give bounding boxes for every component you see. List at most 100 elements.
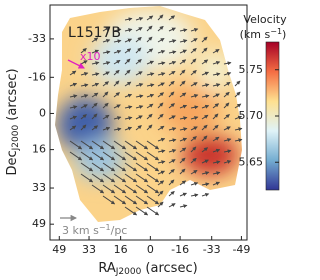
arrow xyxy=(212,160,221,165)
arrow xyxy=(179,49,188,54)
arrow xyxy=(80,162,94,172)
arrow xyxy=(212,103,220,109)
scale-arrow-label: x10 xyxy=(80,50,101,63)
arrow xyxy=(168,149,177,153)
arrow xyxy=(179,28,188,33)
arrow xyxy=(102,151,116,161)
arrow xyxy=(113,195,127,205)
ref-unit-rest: /pc xyxy=(111,224,128,237)
arrow xyxy=(157,82,165,87)
arrow xyxy=(223,102,230,109)
arrow xyxy=(91,151,105,161)
arrow xyxy=(190,69,197,76)
arrow xyxy=(168,127,177,131)
arrow xyxy=(102,71,110,76)
arrow xyxy=(91,162,105,172)
arrow xyxy=(91,72,100,77)
arrow xyxy=(157,190,164,197)
arrow xyxy=(201,83,210,88)
arrow xyxy=(80,140,94,150)
arrow xyxy=(179,204,188,209)
arrow xyxy=(124,93,133,98)
arrow xyxy=(223,91,230,98)
y-tick-label: -33 xyxy=(28,32,46,45)
arrow xyxy=(212,181,221,186)
arrow xyxy=(113,151,127,161)
arrow xyxy=(190,193,199,198)
arrow xyxy=(102,195,116,205)
arrow xyxy=(201,71,210,76)
arrow xyxy=(190,82,198,87)
ref-unit: km s xyxy=(69,224,99,237)
arrow xyxy=(157,49,166,54)
arrow xyxy=(102,140,116,150)
arrow xyxy=(91,184,105,194)
arrow xyxy=(146,140,160,150)
arrow xyxy=(91,173,105,183)
arrow xyxy=(146,103,154,109)
arrow xyxy=(102,38,111,43)
arrow xyxy=(201,94,210,99)
arrow xyxy=(157,72,166,77)
y-label-unit: (arcsec) xyxy=(5,68,20,124)
x-tick-label: 33 xyxy=(82,243,96,256)
arrow xyxy=(69,105,78,110)
arrow xyxy=(102,114,110,120)
arrow xyxy=(212,113,219,120)
arrow xyxy=(80,83,89,88)
arrow xyxy=(157,125,165,131)
ref-value: 3 xyxy=(62,224,69,237)
arrow xyxy=(212,136,220,142)
arrow xyxy=(113,69,120,76)
source-name: L1517B xyxy=(68,25,121,41)
ref-exp: −1 xyxy=(99,223,111,232)
arrow xyxy=(124,184,138,194)
arrow xyxy=(124,17,133,22)
arrow xyxy=(91,61,100,66)
arrow xyxy=(102,184,116,194)
arrow xyxy=(168,15,176,21)
arrow xyxy=(124,151,138,161)
x-tick-label: 16 xyxy=(114,243,128,256)
arrow xyxy=(157,149,166,154)
arrow xyxy=(102,61,111,65)
arrow xyxy=(234,103,242,109)
arrow xyxy=(135,105,144,109)
arrow xyxy=(146,206,160,216)
x-label-unit: (arcsec) xyxy=(141,261,197,276)
arrow xyxy=(146,36,153,43)
arrow xyxy=(157,38,165,43)
arrow xyxy=(157,113,164,120)
arrow xyxy=(201,171,210,176)
arrow xyxy=(69,115,78,120)
arrow xyxy=(179,92,187,98)
arrow xyxy=(135,94,144,99)
arrow xyxy=(80,173,94,183)
x-label-sub: J2000 xyxy=(115,267,142,277)
colorbar-title: Velocity xyxy=(243,13,287,26)
arrow xyxy=(135,162,149,172)
arrow xyxy=(179,192,188,197)
arrow xyxy=(179,157,186,164)
arrow xyxy=(157,61,166,66)
arrow xyxy=(157,92,165,98)
arrow xyxy=(113,28,122,33)
arrow xyxy=(113,49,122,54)
arrow xyxy=(80,104,88,109)
arrow xyxy=(135,115,143,120)
arrow xyxy=(124,81,132,87)
arrow xyxy=(135,27,143,32)
arrow xyxy=(135,173,149,183)
arrow xyxy=(190,136,197,142)
arrow xyxy=(168,138,177,143)
cbar-unit-main: (km s xyxy=(240,28,271,41)
arrow xyxy=(135,83,144,87)
polarization-arrows xyxy=(69,14,243,216)
arrow xyxy=(157,102,164,109)
arrow xyxy=(168,190,175,197)
plot-frame xyxy=(49,4,248,241)
arrow xyxy=(124,116,133,121)
arrow xyxy=(201,124,208,131)
y-label-main: Dec xyxy=(5,150,20,175)
arrow xyxy=(135,16,144,21)
